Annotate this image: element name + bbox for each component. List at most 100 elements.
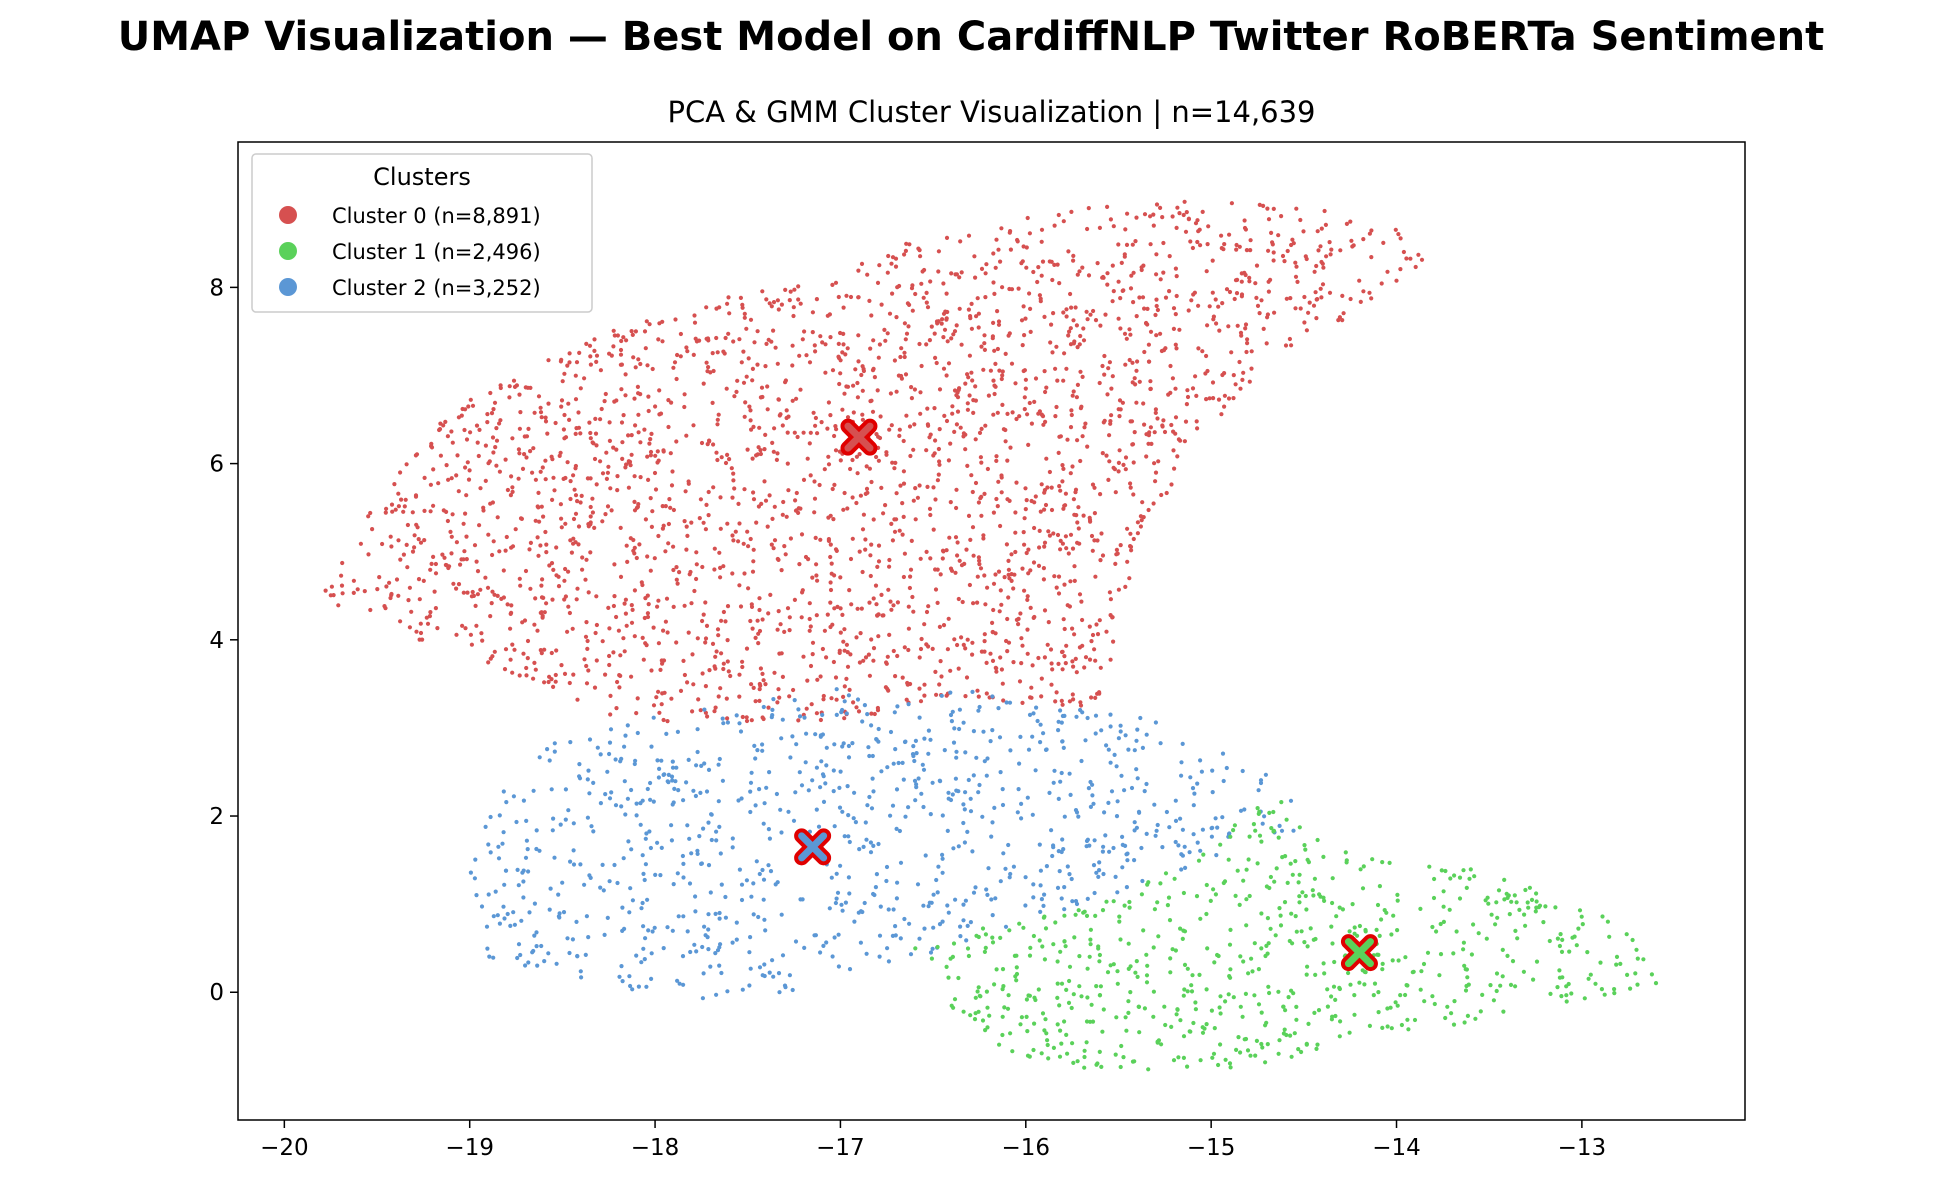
data-point: [1271, 829, 1276, 834]
data-point: [828, 335, 833, 340]
data-point: [456, 489, 461, 494]
data-point: [945, 339, 950, 344]
data-point: [1408, 256, 1413, 261]
data-point: [1529, 897, 1535, 903]
data-point: [1495, 915, 1500, 920]
data-point: [933, 355, 938, 360]
data-point: [1039, 694, 1044, 699]
data-point: [681, 914, 686, 919]
data-point: [572, 487, 577, 492]
data-point: [897, 427, 902, 432]
data-point: [1098, 323, 1103, 328]
data-point: [594, 353, 600, 358]
data-point: [804, 706, 809, 711]
data-point: [717, 756, 722, 762]
data-point: [1134, 400, 1139, 405]
data-point: [991, 607, 996, 613]
data-point: [1058, 708, 1063, 713]
data-point: [952, 997, 958, 1002]
data-point: [998, 879, 1003, 884]
data-point: [704, 305, 709, 310]
data-point: [1091, 801, 1096, 806]
data-point: [918, 411, 923, 416]
data-point: [1437, 973, 1442, 978]
data-point: [1122, 788, 1127, 793]
data-point: [1153, 407, 1158, 412]
data-point: [1210, 790, 1215, 795]
data-point: [919, 281, 924, 286]
data-point: [837, 381, 842, 387]
data-point: [1257, 833, 1263, 838]
data-point: [1101, 1007, 1106, 1012]
data-point: [1121, 462, 1126, 467]
data-point: [1306, 310, 1311, 315]
data-point: [1449, 1011, 1454, 1016]
data-point: [887, 564, 892, 569]
data-point: [925, 305, 931, 310]
data-point: [1283, 854, 1288, 859]
data-point: [1039, 897, 1044, 902]
data-point: [716, 799, 721, 804]
data-point: [1124, 852, 1129, 857]
data-point: [1070, 546, 1076, 551]
data-point: [821, 693, 826, 699]
data-point: [1385, 1024, 1390, 1029]
data-point: [1306, 1021, 1311, 1026]
data-point: [1288, 861, 1293, 866]
data-point: [1464, 967, 1469, 972]
data-point: [990, 658, 996, 664]
data-point: [1302, 294, 1307, 300]
data-point: [1198, 243, 1203, 248]
data-point: [1154, 828, 1159, 833]
data-point: [1265, 315, 1270, 320]
data-point: [804, 353, 809, 358]
data-point: [731, 538, 736, 543]
data-point: [710, 351, 715, 356]
data-point: [1070, 393, 1075, 398]
data-point: [544, 550, 549, 555]
data-point: [1196, 346, 1201, 351]
data-point: [1013, 530, 1018, 535]
data-point: [771, 449, 776, 454]
data-point: [598, 801, 604, 806]
data-point: [724, 696, 729, 701]
data-point: [533, 596, 538, 601]
data-point: [966, 307, 972, 312]
data-point: [571, 536, 576, 541]
data-point: [454, 473, 459, 478]
data-point: [882, 327, 887, 332]
data-point: [796, 297, 801, 302]
data-point: [1081, 513, 1086, 518]
data-point: [708, 964, 713, 969]
data-point: [1097, 380, 1102, 386]
data-point: [689, 520, 694, 525]
data-point: [973, 384, 978, 389]
data-point: [1379, 917, 1384, 922]
data-point: [468, 632, 473, 637]
data-point: [1158, 205, 1163, 210]
data-point: [933, 669, 938, 675]
data-point: [749, 718, 754, 723]
data-point: [926, 728, 932, 733]
data-point: [1237, 359, 1242, 365]
data-point: [762, 973, 767, 979]
data-point: [831, 768, 836, 773]
data-point: [735, 378, 740, 383]
data-point: [603, 672, 608, 677]
data-point: [559, 525, 564, 530]
data-point: [1173, 312, 1178, 317]
data-point: [625, 559, 630, 565]
data-point: [924, 549, 929, 555]
data-point: [755, 362, 760, 367]
data-point: [871, 596, 876, 601]
data-point: [1377, 884, 1382, 889]
data-point: [940, 556, 945, 561]
data-point: [492, 649, 497, 654]
data-point: [1006, 333, 1011, 338]
data-point: [600, 639, 605, 644]
data-point: [1177, 327, 1182, 332]
data-point: [1051, 531, 1056, 536]
data-point: [1105, 271, 1110, 276]
data-point: [1124, 885, 1129, 890]
data-point: [991, 581, 997, 586]
